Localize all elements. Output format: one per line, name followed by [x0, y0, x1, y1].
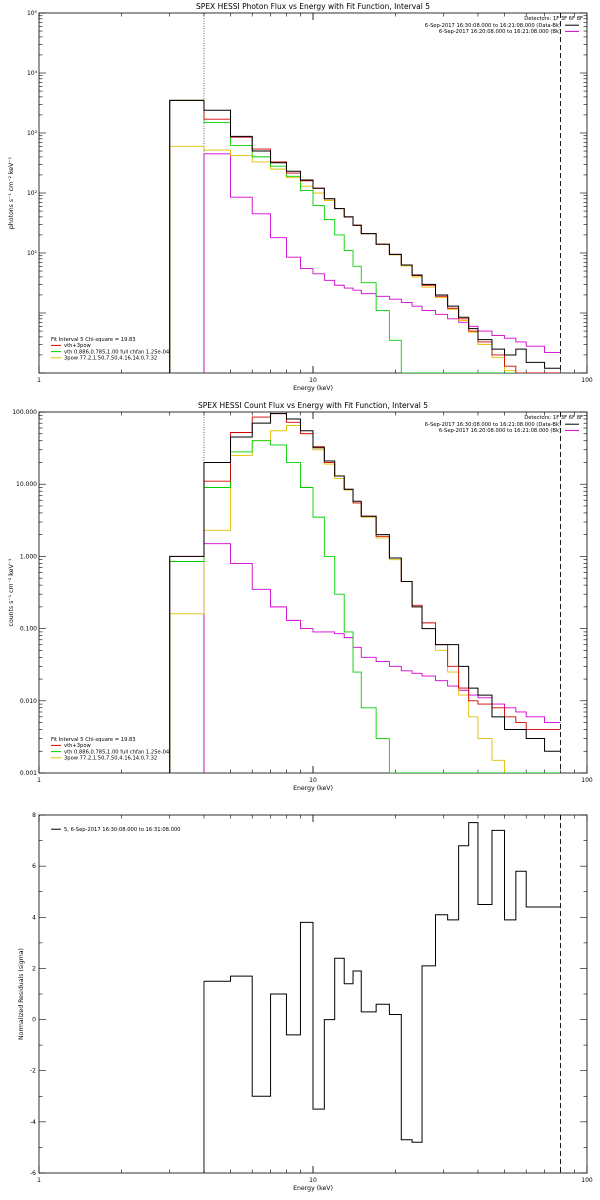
series-data [169, 99, 561, 373]
x-tick-label: 100 [581, 377, 593, 384]
y-tick-label: 6 [32, 863, 36, 870]
chart-panel-3: 1 10 100 Energy (keV) 8 6 4 2 0 -2 -4 -6 Normalized … [18, 812, 593, 1192]
y-axis-label: Normalized Residuals (sigma) [18, 948, 25, 1040]
series-3pow [169, 425, 561, 773]
y-tick-label: 1.000 [20, 553, 37, 560]
legend-fit-label: vth+3pow [64, 343, 92, 349]
chart-title: SPEX HESSI Photon Flux vs Energy with Fi… [196, 2, 430, 11]
y-tick-label: 4 [32, 914, 36, 921]
chart-panel-2: 1 10 100 Energy (keV) 100.000 10.000 1.000 0.10… [8, 401, 593, 792]
x-axis-label: Energy (keV) [293, 1185, 333, 1192]
legend-fit-label: 3pow 77.2,1.50,7.50,4.16,14.0,7.32 [64, 356, 157, 362]
series-vth+3pow [169, 413, 561, 773]
legend-residual-label: 5, 6-Sep-2017 16:30:08.000 to 16:31:08.0… [64, 827, 180, 833]
y-axis-label: counts s⁻¹ cm⁻² keV⁻¹ [8, 558, 15, 626]
series-background [203, 543, 561, 773]
series-residuals [203, 822, 561, 1143]
y-tick-label: -2 [30, 1068, 36, 1075]
chart-title: SPEX HESSI Count Flux vs Energy with Fit… [198, 401, 428, 410]
legend-time-label: 6-Sep-2017 16:30:08.000 to 16:21:08.000 … [425, 23, 561, 29]
legend-time-label: 6-Sep-2017 16:30:08.000 to 16:21:08.000 … [425, 422, 561, 428]
series-vth [169, 440, 561, 773]
legend-detectors: Detectors: 1F 3F 6F 8F [524, 415, 583, 421]
x-tick-label: 10 [309, 777, 317, 784]
legend-fit-label: 3pow 77.2,1.50,7.50,4.16,14.0,7.32 [64, 756, 157, 762]
y-tick-label: 10⁵ [27, 10, 38, 17]
y-tick-label: 8 [32, 812, 36, 819]
y-tick-label: 10⁴ [27, 70, 38, 77]
y-tick-label: 10² [27, 190, 38, 197]
legend-fit-label: vth+3pow [64, 743, 92, 749]
legend-time-label: 6-Sep-2017 16:20:08.000 to 16:21:08.000 … [439, 29, 561, 35]
series-background [203, 153, 561, 373]
x-tick-label: 100 [581, 1177, 593, 1184]
y-tick-label: 0 [32, 1017, 36, 1024]
x-tick-label: 100 [581, 777, 593, 784]
legend-fit-label: vth 0.886,0.785,1.00 full chfan 1.25e-04 [64, 349, 170, 355]
legend-detectors: Detectors: 1F 3F 6F 8F [524, 16, 583, 22]
x-axis-label: Energy (keV) [293, 385, 333, 392]
y-tick-label: 10¹ [27, 250, 38, 257]
y-axis-label: photons s⁻¹ cm⁻² keV⁻¹ [8, 156, 15, 229]
y-tick-label: -4 [30, 1119, 36, 1126]
legend-time-label: 6-Sep-2017 16:20:08.000 to 16:21:08.000 … [439, 428, 561, 434]
legend-fit-label: vth 0.886,0.785,1.00 full chfan 1.25e-04 [64, 749, 170, 755]
series-data [169, 413, 561, 773]
series-vth [169, 99, 561, 373]
y-tick-label: 0.010 [20, 698, 37, 705]
legend-fit-header: Fit Interval 5 Chi-square = 19.83 [51, 737, 136, 743]
y-tick-label: -6 [30, 1170, 36, 1177]
legend-fit-header: Fit Interval 5 Chi-square = 19.83 [51, 337, 136, 343]
x-tick-label: 10 [309, 1177, 317, 1184]
chart-panel-1: 1 10 100 Energy (keV) 10⁵ 10⁴ 10³ 10² 10¹ photons… [8, 2, 593, 392]
y-tick-label: 2 [32, 965, 36, 972]
x-tick-label: 1 [37, 777, 41, 784]
x-tick-label: 1 [37, 377, 41, 384]
y-tick-label: 0.001 [20, 770, 37, 777]
x-axis-label: Energy (keV) [293, 785, 333, 792]
series-3pow [169, 145, 561, 373]
y-tick-label: 10³ [27, 130, 38, 137]
y-tick-label: 10.000 [16, 481, 37, 488]
series-vth+3pow [169, 99, 561, 373]
x-tick-label: 1 [37, 1177, 41, 1184]
y-tick-label: 0.100 [20, 626, 37, 633]
y-tick-label: 100.000 [12, 409, 37, 416]
x-tick-label: 10 [309, 377, 317, 384]
